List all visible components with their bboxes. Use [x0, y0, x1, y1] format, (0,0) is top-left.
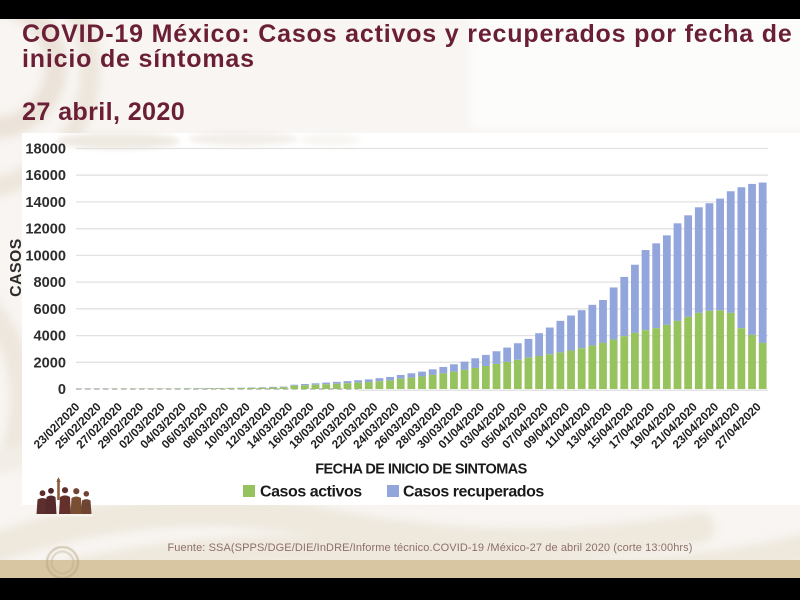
- svg-text:Casos recuperados: Casos recuperados: [403, 484, 544, 501]
- svg-text:10000: 10000: [25, 248, 66, 264]
- svg-text:4000: 4000: [34, 329, 66, 345]
- svg-text:14000: 14000: [25, 195, 66, 211]
- svg-text:18000: 18000: [25, 142, 66, 158]
- svg-text:0: 0: [58, 382, 66, 398]
- svg-text:Casos activos: Casos activos: [260, 484, 362, 501]
- svg-text:FECHA DE INICIO DE SINTOMAS: FECHA DE INICIO DE SINTOMAS: [315, 462, 527, 478]
- svg-text:2000: 2000: [34, 355, 66, 371]
- svg-text:12000: 12000: [25, 222, 66, 238]
- svg-text:CASOS: CASOS: [8, 238, 25, 297]
- svg-text:8000: 8000: [34, 275, 66, 291]
- svg-text:16000: 16000: [25, 168, 66, 184]
- svg-text:6000: 6000: [34, 302, 66, 318]
